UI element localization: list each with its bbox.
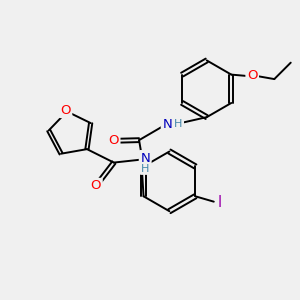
Text: O: O bbox=[108, 134, 119, 147]
Text: O: O bbox=[60, 103, 71, 116]
Text: N: N bbox=[162, 118, 172, 130]
Text: N: N bbox=[140, 152, 150, 165]
Text: I: I bbox=[218, 195, 222, 210]
Text: H: H bbox=[141, 164, 149, 173]
Text: O: O bbox=[91, 179, 101, 192]
Text: O: O bbox=[247, 69, 257, 82]
Text: H: H bbox=[174, 119, 183, 129]
